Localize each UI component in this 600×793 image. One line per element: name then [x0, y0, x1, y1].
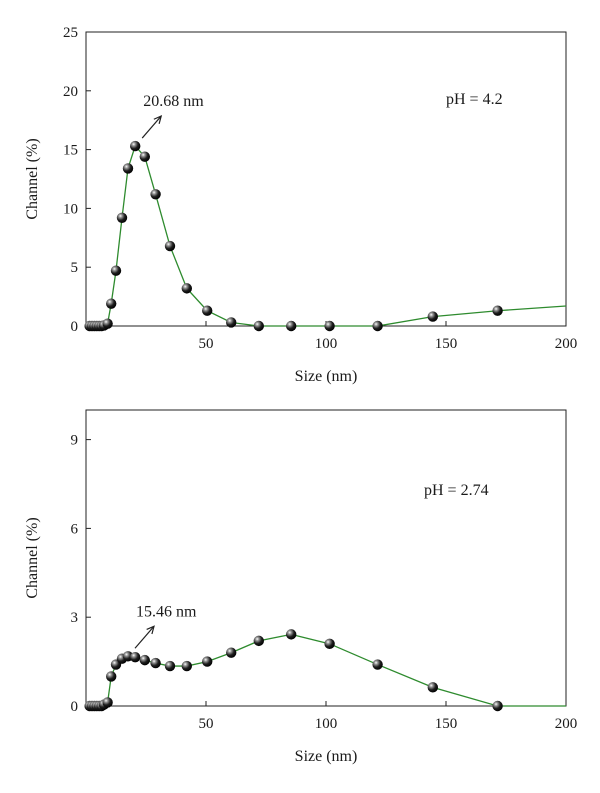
x-axis: 50 100 150 200 — [199, 701, 578, 732]
data-point — [150, 657, 161, 669]
peak-arrow — [141, 115, 162, 139]
data-point — [181, 283, 192, 294]
x-tick-label: 100 — [315, 716, 338, 732]
peak-arrow-head — [153, 115, 163, 124]
data-point — [122, 163, 134, 174]
chart-bottom-ph-2-74: 0 3 6 9 50 100 150 200 Size (nm) Channel (%) 1… — [24, 409, 578, 765]
y-tick-label: 25 — [63, 25, 78, 41]
data-point — [164, 240, 176, 252]
data-point — [181, 660, 192, 672]
y-axis: 0 3 6 9 — [71, 433, 91, 715]
x-axis-label: Size (nm) — [295, 368, 358, 385]
x-tick-label: 150 — [435, 716, 458, 732]
peak-annotation: 15.46 nm — [136, 603, 197, 620]
data-point — [139, 654, 150, 666]
data-point — [372, 320, 383, 332]
x-tick-label: 50 — [199, 716, 214, 732]
data-point — [226, 317, 237, 328]
data-point — [427, 682, 438, 693]
peak-annotation: 20.68 nm — [143, 93, 204, 110]
data-point — [226, 647, 237, 658]
data-point — [106, 671, 117, 682]
data-point — [324, 320, 335, 332]
y-axis: 0 5 10 15 20 25 — [63, 25, 91, 335]
data-point — [102, 318, 113, 329]
ph-annotation: pH = 4.2 — [446, 91, 503, 108]
x-tick-label: 200 — [555, 336, 578, 352]
chart-top-ph-4-2: 0 5 10 15 20 25 50 100 150 200 Size (nm) Channel… — [24, 25, 577, 385]
y-tick-label: 0 — [71, 699, 79, 715]
x-tick-label: 150 — [435, 336, 458, 352]
data-point — [130, 140, 141, 152]
ph-annotation: pH = 2.74 — [424, 482, 489, 499]
x-tick-label: 50 — [199, 336, 214, 352]
data-point — [139, 151, 150, 162]
data-point — [130, 651, 141, 663]
y-tick-label: 9 — [71, 433, 79, 449]
data-point — [253, 635, 264, 647]
x-tick-label: 200 — [555, 716, 578, 732]
x-axis-label: Size (nm) — [295, 748, 358, 765]
y-tick-label: 3 — [71, 610, 79, 626]
data-point — [492, 305, 503, 316]
data-point — [202, 305, 213, 316]
data-point — [372, 659, 383, 670]
x-tick-label: 100 — [315, 336, 338, 352]
data-point — [202, 656, 213, 667]
data-point — [253, 320, 264, 332]
y-axis-label: Channel (%) — [24, 138, 41, 219]
plot-frame — [85, 31, 567, 327]
y-tick-label: 0 — [71, 319, 79, 335]
data-point — [102, 697, 113, 708]
y-tick-label: 6 — [71, 521, 79, 537]
series-line — [89, 144, 567, 327]
x-axis: 50 100 150 200 — [199, 321, 578, 352]
peak-arrow-head — [146, 625, 155, 635]
data-point — [164, 660, 176, 672]
y-tick-label: 5 — [71, 260, 79, 276]
data-point — [427, 311, 438, 322]
y-tick-label: 10 — [63, 201, 78, 217]
data-point — [286, 629, 297, 640]
data-point — [324, 638, 335, 650]
series-markers — [84, 140, 503, 332]
y-axis-label: Channel (%) — [24, 517, 41, 598]
data-point — [110, 265, 122, 276]
y-tick-label: 20 — [63, 84, 78, 100]
data-point — [116, 212, 128, 224]
data-point — [150, 189, 161, 200]
series-markers — [84, 629, 503, 712]
data-point — [286, 320, 297, 332]
peak-arrow — [134, 625, 155, 649]
y-tick-label: 15 — [63, 143, 78, 159]
series-polyline — [89, 144, 567, 327]
data-point — [492, 700, 503, 712]
data-point — [106, 298, 117, 309]
